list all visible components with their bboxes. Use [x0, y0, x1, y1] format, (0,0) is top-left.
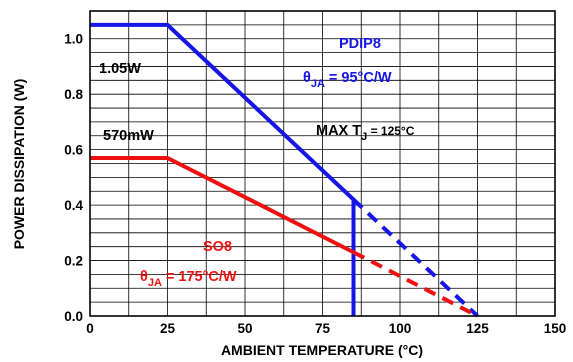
pdip8-theta-value: = 95°C/W — [325, 70, 392, 86]
x-tick-label: 0 — [86, 321, 94, 336]
grid-layer — [90, 11, 555, 316]
x-tick-label: 75 — [315, 321, 331, 336]
so8-theta-value: = 175°C/W — [162, 269, 237, 285]
x-tick-label: 125 — [466, 321, 489, 336]
pdip8-theta-symbol: θ — [303, 70, 311, 86]
so8-solid-line — [90, 155, 355, 255]
so8-theta-label: θJA = 175°C/W — [140, 269, 237, 289]
pdip8-theta-subscript: JA — [311, 78, 325, 90]
max-tj-value: = 125°C — [367, 124, 414, 138]
so8-theta-subscript: JA — [148, 277, 162, 289]
max-tj-label: MAX TJ = 125°C — [316, 123, 415, 143]
pdip-max-label: 1.05W — [99, 61, 141, 77]
x-axis-title: AMBIENT TEMPERATURE (°C) — [221, 342, 423, 358]
so8-label: SO8 — [203, 239, 232, 255]
y-tick-label: 0.2 — [64, 254, 83, 269]
so8-theta-symbol: θ — [140, 269, 148, 285]
y-tick-label: 0.6 — [64, 143, 83, 158]
max-tj-subscript: J — [361, 131, 367, 143]
y-tick-label: 1.0 — [64, 32, 83, 47]
y-axis-title: POWER DISSIPATION (W) — [11, 79, 27, 250]
y-tick-label: 0.8 — [64, 87, 83, 102]
x-tick-label: 100 — [389, 321, 412, 336]
so8-max-label: 570mW — [103, 128, 154, 144]
tick-layer: 0 25 50 75 100 125 150 0.0 0.2 0.4 0.6 0.8 1.0 — [64, 32, 566, 336]
y-tick-label: 0.0 — [64, 309, 83, 324]
pdip8-theta-label: θJA = 95°C/W — [303, 70, 392, 90]
pdip8-solid-line — [90, 22, 356, 316]
so8-dashed-line — [352, 250, 479, 318]
x-tick-label: 25 — [160, 321, 176, 336]
x-tick-label: 50 — [237, 321, 252, 336]
series-layer — [90, 22, 479, 318]
plot-frame — [89, 10, 556, 317]
pdip8-dashed-line — [352, 198, 479, 318]
max-tj-prefix: MAX T — [316, 123, 361, 139]
pdip8-label: PDIP8 — [339, 36, 381, 52]
x-tick-label: 150 — [544, 321, 567, 336]
y-tick-label: 0.4 — [64, 198, 83, 213]
